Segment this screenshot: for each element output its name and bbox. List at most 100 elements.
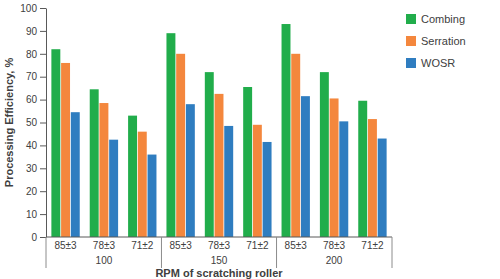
tick: 60: [26, 94, 46, 105]
bar: [109, 140, 118, 237]
bar: [176, 54, 185, 237]
tick: 80: [26, 49, 46, 60]
tick: 50: [26, 117, 46, 128]
bar: [61, 63, 70, 237]
bar: [186, 104, 195, 237]
tick-label: 80: [26, 49, 38, 60]
tick: 90: [26, 26, 46, 37]
tick-mark: [40, 77, 46, 78]
tick: 85±3: [54, 240, 77, 251]
tick-label: 50: [26, 117, 38, 128]
tick-mark: [40, 123, 46, 124]
legend-swatch: [406, 14, 416, 24]
legend-item: Combing: [406, 13, 465, 25]
tick-mark: [40, 237, 46, 238]
group-separator: [161, 237, 162, 268]
tick: 85±3: [170, 240, 193, 251]
axis-line: [46, 9, 47, 238]
tick: 78±3: [208, 240, 231, 251]
bar: [166, 33, 175, 237]
tick: 70: [26, 71, 46, 82]
tick-mark: [40, 54, 46, 55]
bar: [148, 155, 157, 237]
tick: 20: [26, 186, 46, 197]
tick-label: 85±3: [285, 240, 308, 251]
tick-label: 20: [26, 186, 38, 197]
tick-label: 78±3: [323, 240, 346, 251]
tick: 40: [26, 140, 46, 151]
bar: [320, 72, 329, 237]
bar: [330, 98, 339, 237]
tick-label: 71±2: [361, 240, 384, 251]
bar: [128, 116, 137, 237]
tick-mark: [40, 100, 46, 101]
legend: Combing Serration WOSR: [406, 13, 466, 69]
y-axis-title: Processing Efficiency, %: [3, 58, 15, 188]
tick-mark: [40, 8, 46, 9]
tick-label: 85±3: [170, 240, 193, 251]
tick-mark: [40, 145, 46, 146]
axis-line: [46, 237, 392, 238]
tick-label: 70: [26, 71, 38, 82]
x-axis: 85±3 78±3 71±2 85±3 78±3 71±2 85±3 78±3 71±2: [46, 237, 392, 251]
legend-label: Serration: [421, 35, 466, 47]
tick: 71±2: [361, 240, 384, 251]
tick-label: 100: [20, 3, 37, 14]
bar: [368, 119, 377, 237]
bar: [301, 96, 310, 237]
bar: [90, 89, 99, 237]
legend-item: Serration: [406, 35, 466, 47]
bar: [215, 94, 224, 237]
tick-label: 71±2: [131, 240, 154, 251]
legend-label: Combing: [421, 13, 465, 25]
legend-item: WOSR: [406, 57, 455, 69]
bar: [51, 49, 60, 237]
group-label: 200: [326, 255, 343, 266]
tick: 85±3: [285, 240, 308, 251]
tick: 78±3: [323, 240, 346, 251]
bar: [224, 126, 233, 237]
tick-label: 71±2: [246, 240, 269, 251]
tick-label: 10: [26, 209, 38, 220]
tick: 10: [26, 209, 46, 220]
tick-mark: [40, 214, 46, 215]
group-axis: 100 150 200: [46, 237, 392, 268]
tick: 30: [26, 163, 46, 174]
bar: [378, 139, 387, 237]
bar: [138, 132, 147, 237]
group-label: 150: [211, 255, 228, 266]
bar: [99, 103, 108, 237]
group-label: 100: [96, 255, 113, 266]
tick-label: 85±3: [54, 240, 77, 251]
tick-mark: [40, 191, 46, 192]
tick-label: 30: [26, 163, 38, 174]
legend-label: WOSR: [421, 57, 455, 69]
bar: [71, 112, 80, 237]
bar: [205, 72, 214, 237]
y-axis: 0 10 20 30 40 50 60 70 80 90 100: [20, 3, 46, 243]
tick-mark: [40, 31, 46, 32]
tick-label: 78±3: [208, 240, 231, 251]
tick: 71±2: [131, 240, 154, 251]
tick: 78±3: [93, 240, 116, 251]
bar: [291, 54, 300, 237]
bar: [282, 24, 291, 237]
tick: 100: [20, 3, 46, 14]
group-separator: [392, 237, 393, 268]
legend-swatch: [406, 58, 416, 68]
tick-label: 78±3: [93, 240, 116, 251]
bars: [51, 24, 386, 237]
tick-label: 60: [26, 94, 38, 105]
tick-mark: [40, 168, 46, 169]
bar: [243, 87, 252, 237]
bar: [253, 125, 262, 237]
tick-label: 90: [26, 26, 38, 37]
x-axis-title: RPM of scratching roller: [155, 267, 283, 279]
bar: [339, 121, 348, 237]
tick-label: 0: [31, 232, 37, 243]
bar: [358, 101, 367, 237]
bar: [263, 142, 272, 237]
tick-label: 40: [26, 140, 38, 151]
group-separator: [46, 237, 47, 268]
legend-swatch: [406, 36, 416, 46]
